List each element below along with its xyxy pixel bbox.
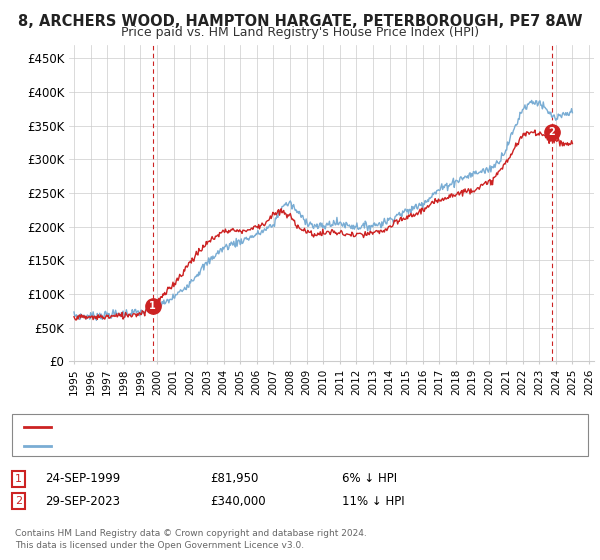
Text: £340,000: £340,000 (210, 494, 266, 508)
Text: 11% ↓ HPI: 11% ↓ HPI (342, 494, 404, 508)
Text: HPI: Average price, detached house, City of Peterborough: HPI: Average price, detached house, City… (54, 441, 355, 451)
Text: Price paid vs. HM Land Registry's House Price Index (HPI): Price paid vs. HM Land Registry's House … (121, 26, 479, 39)
Text: 24-SEP-1999: 24-SEP-1999 (45, 472, 120, 486)
Text: 29-SEP-2023: 29-SEP-2023 (45, 494, 120, 508)
Text: 2: 2 (548, 127, 555, 137)
Text: 8, ARCHERS WOOD, HAMPTON HARGATE, PETERBOROUGH, PE7 8AW (detached house): 8, ARCHERS WOOD, HAMPTON HARGATE, PETERB… (54, 422, 506, 432)
Text: 1: 1 (15, 474, 22, 484)
Text: 1: 1 (149, 301, 156, 311)
Text: 6% ↓ HPI: 6% ↓ HPI (342, 472, 397, 486)
Text: 8, ARCHERS WOOD, HAMPTON HARGATE, PETERBOROUGH, PE7 8AW: 8, ARCHERS WOOD, HAMPTON HARGATE, PETERB… (18, 14, 582, 29)
Text: £81,950: £81,950 (210, 472, 259, 486)
Text: Contains HM Land Registry data © Crown copyright and database right 2024.
This d: Contains HM Land Registry data © Crown c… (15, 529, 367, 550)
Text: 2: 2 (15, 496, 22, 506)
